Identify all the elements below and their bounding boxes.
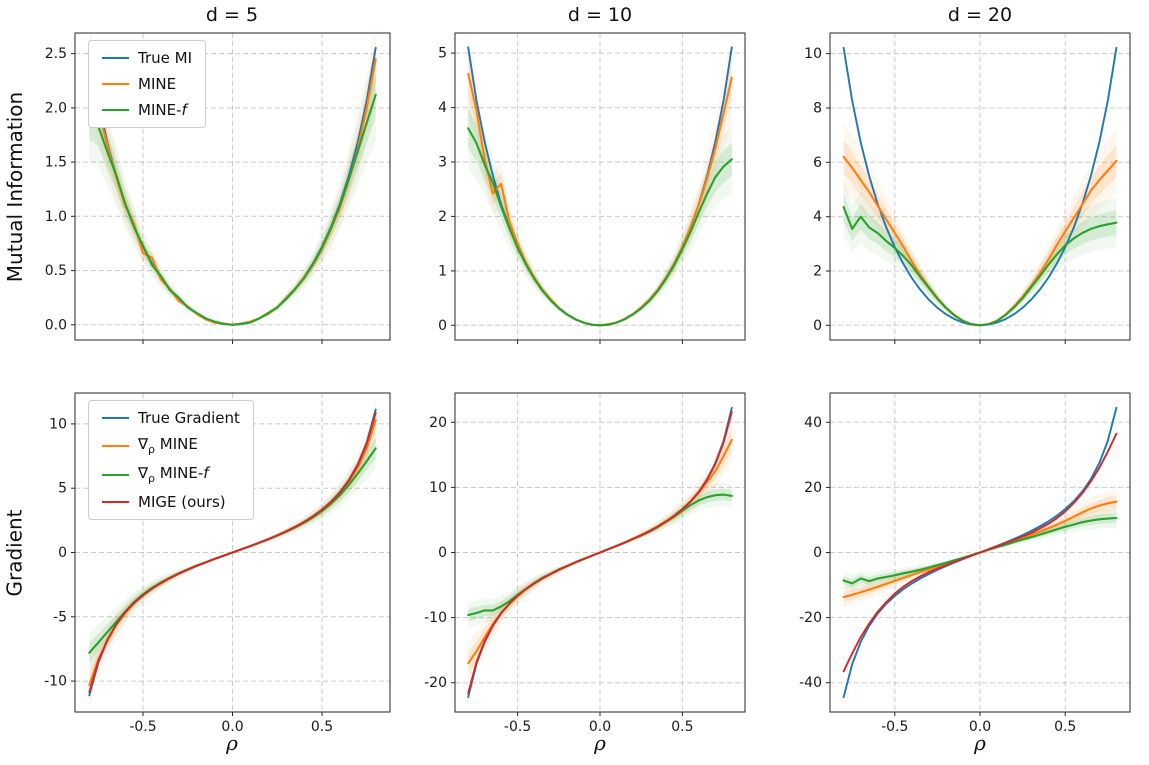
svg-text:1: 1 [438,263,447,279]
svg-text:5: 5 [58,481,67,497]
legend-line-swatch [102,444,129,447]
legend-line-swatch [102,83,129,85]
series-group [88,398,377,707]
svg-text:10: 10 [429,480,447,496]
svg-text:-40: -40 [799,675,822,691]
svg-text:0: 0 [813,318,822,334]
svg-text:0.0: 0.0 [221,719,243,735]
subplot-2: 0 2 4 6 8 10 [804,32,1131,344]
subplot-title-d20: d = 20 [947,4,1013,26]
svg-text:0: 0 [438,318,447,334]
svg-text:-0.5: -0.5 [504,719,531,735]
xlabel-rho-3: ρ [974,731,986,755]
svg-text:0.0: 0.0 [589,719,611,735]
svg-text:1.0: 1.0 [45,209,67,225]
svg-text:-0.5: -0.5 [129,719,156,735]
legend-mutual-information: True MI MINE MINE-f [88,40,206,128]
svg-text:-10: -10 [424,610,447,626]
svg-text:-5: -5 [53,609,67,625]
legend-line-swatch [102,473,129,476]
legend-item: ∇ρ MINE [102,435,240,456]
series-group [467,406,733,699]
subplot-title-d10: d = 10 [567,4,633,26]
svg-text:-10: -10 [44,674,67,690]
legend-item: ∇ρ MINE-f [102,464,240,485]
svg-text:4: 4 [438,100,447,116]
svg-text:2: 2 [438,209,447,225]
legend-label: MINE [138,75,177,93]
svg-text:10: 10 [804,46,822,62]
svg-text:20: 20 [804,480,822,496]
xlabel-rho-2: ρ [594,731,606,755]
svg-text:6: 6 [813,155,822,171]
svg-text:-20: -20 [799,610,822,626]
svg-text:2.0: 2.0 [45,100,67,116]
subplot-4: -0.5 0.0 0.5 -20 -10 0 10 20 [424,392,746,735]
svg-text:0.5: 0.5 [671,719,693,735]
series-group [842,406,1118,699]
svg-text:1.5: 1.5 [45,155,67,171]
svg-text:0: 0 [813,545,822,561]
svg-text:0: 0 [438,545,447,561]
legend-label: MINE-f [138,101,187,119]
svg-text:10: 10 [49,416,67,432]
legend-label: True Gradient [138,409,240,427]
legend-line-swatch [102,417,129,419]
legend-item: MIGE (ours) [102,493,240,511]
series-group [88,33,377,326]
legend-line-swatch [102,109,129,111]
svg-text:4: 4 [813,209,822,225]
svg-text:0.0: 0.0 [45,317,67,333]
svg-text:8: 8 [813,101,822,117]
series-group [842,46,1118,327]
subplot-5: -0.5 0.0 0.5 -40 -20 0 20 40 [799,392,1131,735]
legend-item: MINE [102,75,192,93]
legend-label: MIGE (ours) [138,493,226,511]
legend-label: ∇ρ MINE [138,435,198,456]
svg-text:0.5: 0.5 [1054,719,1076,735]
legend-gradient: True Gradient ∇ρ MINE ∇ρ MINE-f MIGE (ours) [88,400,254,520]
svg-text:-0.5: -0.5 [881,719,908,735]
legend-line-swatch [102,501,129,503]
legend-label: ∇ρ MINE-f [138,464,209,485]
svg-text:5: 5 [438,46,447,62]
legend-item: True MI [102,49,192,67]
svg-text:2.5: 2.5 [45,46,67,62]
svg-text:0.5: 0.5 [45,263,67,279]
svg-text:-20: -20 [424,675,447,691]
legend-label: True MI [138,49,192,67]
xlabel-rho-1: ρ [226,731,238,755]
svg-text:0: 0 [58,545,67,561]
legend-line-swatch [102,57,129,59]
subplot-1: 0 1 2 3 4 5 [438,32,746,344]
svg-text:0.5: 0.5 [311,719,333,735]
svg-text:2: 2 [813,264,822,280]
svg-text:0.0: 0.0 [969,719,991,735]
legend-item: MINE-f [102,101,192,119]
svg-text:40: 40 [804,415,822,431]
series-group [467,33,733,327]
subplot-title-d5: d = 5 [205,4,259,26]
svg-text:3: 3 [438,155,447,171]
svg-text:20: 20 [429,415,447,431]
legend-item: True Gradient [102,409,240,427]
